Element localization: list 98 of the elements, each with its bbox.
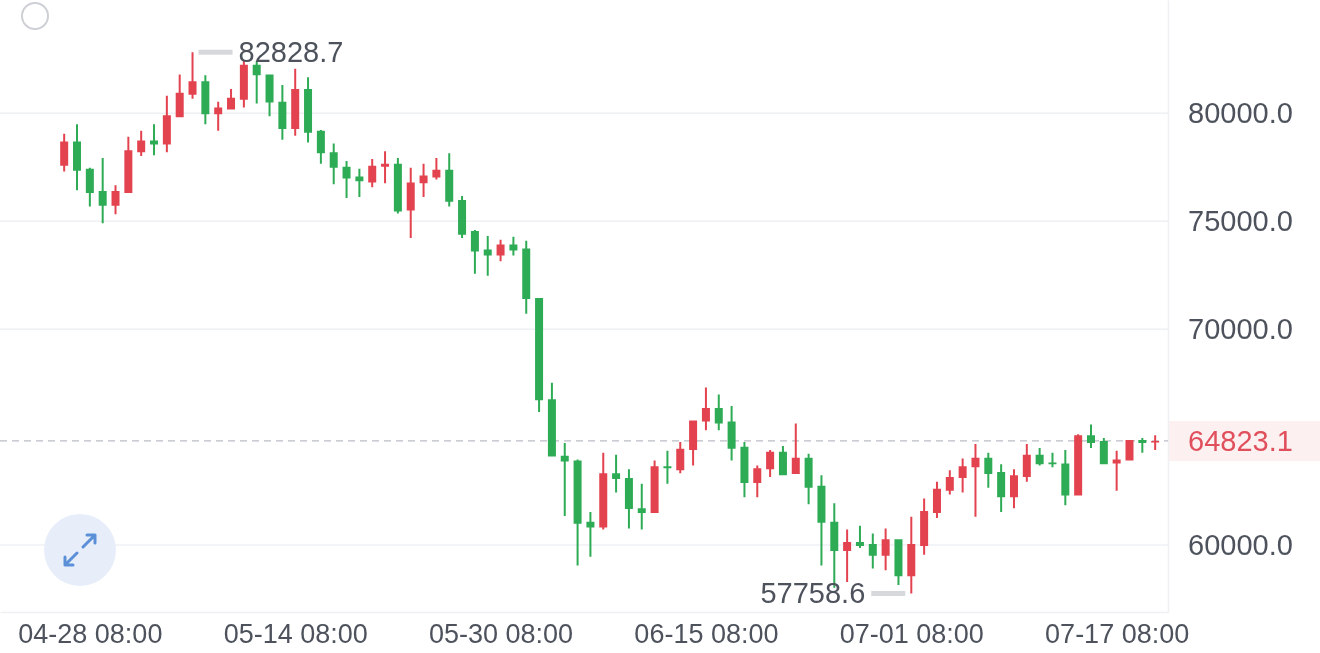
candlestick (535, 298, 544, 412)
candlestick (1009, 469, 1018, 509)
candlestick (393, 158, 402, 214)
candlestick (586, 512, 595, 557)
candlestick (1035, 447, 1044, 466)
candlestick (855, 525, 864, 548)
candlestick (1099, 438, 1108, 465)
x-tick-label: 06-15 08:00 (634, 619, 779, 650)
candlestick (522, 240, 531, 314)
candlestick (971, 444, 980, 517)
x-tick-label: 05-30 08:00 (429, 619, 574, 650)
candlestick (663, 450, 672, 484)
candlestick (997, 464, 1006, 513)
candlestick (804, 453, 813, 505)
candlestick (342, 161, 351, 198)
candlestick (227, 88, 236, 110)
candlestick (920, 498, 929, 555)
candlestick (1151, 435, 1160, 450)
candlestick (239, 60, 248, 108)
candlestick (188, 52, 197, 99)
candlestick (817, 475, 826, 566)
candlestick (689, 420, 698, 466)
candlestick (868, 533, 877, 569)
candlestick (676, 441, 685, 474)
candlestick (894, 539, 903, 586)
candlestick (432, 158, 441, 180)
candlestick (778, 445, 787, 476)
candlestick (701, 387, 710, 431)
candlestick (1125, 439, 1134, 461)
candlestick (111, 185, 120, 215)
candlestick (1112, 450, 1121, 491)
candlestick (637, 483, 646, 530)
x-tick-label: 07-01 08:00 (839, 619, 984, 650)
candlestick (445, 153, 454, 207)
candlestick (150, 124, 159, 156)
x-tick-label: 04-28 08:00 (18, 619, 163, 650)
candlestick (458, 196, 467, 238)
candlestick (958, 458, 967, 493)
candlestick (1048, 452, 1057, 468)
candlestick (162, 95, 171, 153)
candlestick (727, 406, 736, 461)
candlestick (1061, 449, 1070, 506)
candlestick (766, 449, 775, 478)
candlestick (175, 74, 184, 118)
candlestick (291, 68, 300, 136)
candlestick (124, 136, 133, 193)
candlestick (624, 469, 633, 529)
candlestick (714, 394, 723, 431)
ref-line-label: 64823.1 (1188, 424, 1293, 457)
candlestick (265, 74, 274, 117)
candlestick (483, 235, 492, 276)
annotation: 57758.6 (760, 577, 866, 610)
candlestick (214, 101, 223, 131)
candlestick (1022, 444, 1031, 482)
candlestick (98, 158, 107, 224)
annotation: 82828.7 (238, 36, 344, 69)
candlestick (945, 470, 954, 495)
candlestick (599, 452, 608, 530)
y-tick-label: 60000.0 (1188, 528, 1293, 561)
candlestick (881, 528, 890, 571)
candlestick (329, 143, 338, 185)
candlestick (201, 75, 210, 125)
candlestick (650, 460, 659, 513)
candlestick (355, 168, 364, 197)
y-tick-label: 80000.0 (1188, 97, 1293, 130)
x-tick-label: 07-17 08:00 (1045, 619, 1190, 650)
candlestick (85, 167, 94, 207)
candlestick (1086, 424, 1095, 448)
candlestick (381, 151, 390, 184)
candlestick (406, 167, 415, 238)
candlestick (509, 236, 518, 256)
candlestick (791, 423, 800, 475)
candlestick (1074, 434, 1083, 496)
candlestick (496, 239, 505, 262)
candlestick (753, 465, 762, 498)
candlestick (368, 159, 377, 188)
candlestick (560, 442, 569, 516)
candlestick (932, 481, 941, 518)
candlestick (573, 459, 582, 566)
candlestick (278, 85, 287, 140)
y-tick-label: 70000.0 (1188, 312, 1293, 345)
candlestick (984, 452, 993, 488)
candlestick (1138, 438, 1147, 453)
candlestick (252, 60, 261, 104)
candlestick (419, 163, 428, 197)
candlestick (470, 230, 479, 274)
candlestick (547, 382, 556, 457)
candlestick (907, 516, 916, 594)
candlestick (137, 130, 146, 157)
candlestick (612, 454, 621, 493)
candlestick (316, 129, 325, 164)
candlestick (304, 77, 313, 143)
y-tick-label: 75000.0 (1188, 205, 1293, 238)
candlestick (843, 529, 852, 582)
candlestick (73, 124, 82, 191)
x-tick-label: 05-14 08:00 (223, 619, 368, 650)
candlestick (740, 441, 749, 498)
candlestick (60, 133, 69, 172)
